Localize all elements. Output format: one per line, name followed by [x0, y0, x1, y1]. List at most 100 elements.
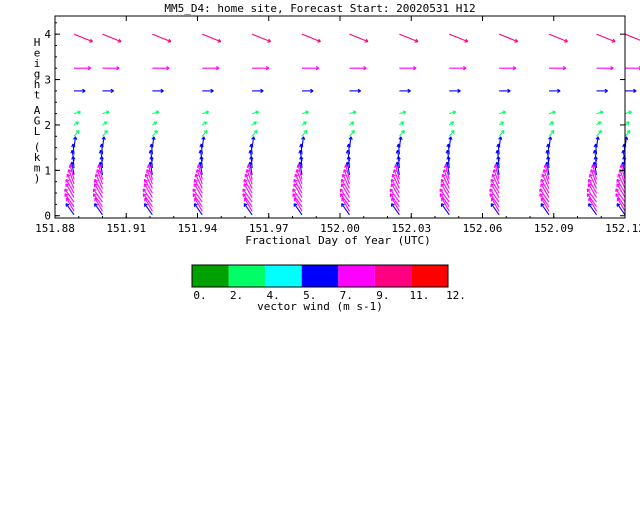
- x-tick-label: 152.12: [605, 222, 640, 235]
- wind-vector: [301, 110, 309, 115]
- wind-vector: [624, 129, 631, 137]
- wind-vector: [243, 197, 253, 212]
- wind-vector: [296, 164, 303, 180]
- wind-vector: [243, 178, 253, 194]
- colorbar-tick-label: 7.: [340, 289, 353, 302]
- wind-vector: [587, 178, 597, 194]
- wind-vector: [489, 193, 500, 207]
- colorbar-tick-label: 12.: [446, 289, 466, 302]
- wind-vector: [549, 66, 567, 71]
- wind-vector: [64, 193, 75, 207]
- wind-vector: [252, 88, 264, 94]
- wind-vector: [243, 183, 253, 198]
- wind-vector: [194, 173, 203, 189]
- wind-vector: [152, 121, 158, 126]
- wind-vector: [596, 66, 614, 71]
- colorbar-tick-label: 11.: [409, 289, 429, 302]
- wind-vector: [198, 161, 203, 175]
- colorbar-segment: [338, 265, 375, 287]
- wind-vector: [292, 193, 303, 207]
- wind-vector: [147, 164, 153, 180]
- wind-vector: [398, 129, 405, 137]
- wind-vector: [596, 88, 608, 94]
- wind-vector: [399, 33, 419, 43]
- wind-vector: [340, 183, 350, 198]
- wind-vector: [74, 66, 92, 71]
- wind-vector: [152, 88, 164, 94]
- wind-vector: [242, 193, 253, 207]
- wind-vector: [591, 164, 598, 180]
- wind-vector: [540, 203, 550, 216]
- y-axis: 0 1 2 3 4: [44, 22, 625, 223]
- wind-vector: [449, 66, 467, 71]
- wind-vector: [102, 88, 114, 94]
- wind-vector: [499, 88, 511, 94]
- wind-vector: [492, 169, 500, 185]
- wind-vector: [441, 173, 450, 189]
- wind-vector: [96, 169, 104, 185]
- wind-vector: [539, 193, 550, 207]
- wind-vector: [399, 121, 405, 126]
- wind-vector: [399, 110, 407, 115]
- wind-vector: [543, 164, 550, 180]
- x-tick-label: 152.03: [391, 222, 431, 235]
- y-axis-label-char: k: [34, 151, 41, 164]
- wind-vector: [92, 193, 103, 207]
- colorbar-tick-label: 4.: [267, 289, 280, 302]
- wind-vector: [102, 66, 120, 71]
- wind-vector: [251, 129, 258, 137]
- wind-vector: [301, 121, 307, 126]
- x-tick-label: 151.94: [178, 222, 218, 235]
- wind-vector: [64, 188, 75, 203]
- wind-vector: [390, 183, 400, 198]
- wind-vector: [498, 33, 519, 43]
- wind-vector: [293, 178, 303, 194]
- wind-vector: [251, 121, 257, 126]
- wind-vector: [143, 178, 153, 194]
- y-tick-label: 3: [44, 74, 51, 87]
- wind-vector: [588, 197, 597, 212]
- plot-frame: [54, 15, 626, 219]
- wind-vector: [294, 173, 303, 189]
- y-axis-label-char: H: [34, 36, 41, 49]
- wind-vector: [549, 88, 561, 94]
- y-axis-label-char: m: [34, 162, 41, 175]
- wind-vector: [498, 121, 504, 126]
- y-tick-label: 0: [44, 210, 51, 223]
- wind-vector: [586, 193, 597, 207]
- wind-vector: [493, 164, 500, 180]
- y-axis-label-char: e: [34, 47, 41, 60]
- wind-vector: [149, 156, 154, 169]
- wind-vector: [624, 121, 630, 126]
- wind-vector: [443, 164, 450, 180]
- wind-vector: [202, 110, 210, 115]
- wind-vector: [542, 169, 550, 185]
- wind-vector: [389, 188, 400, 203]
- wind-vector: [93, 178, 103, 194]
- wind-vector: [344, 164, 351, 180]
- colorbar-tick-label: 0.: [193, 289, 206, 302]
- wind-vector: [490, 203, 500, 216]
- wind-vector: [341, 173, 350, 189]
- wind-vector: [489, 188, 500, 203]
- wind-vector: [151, 129, 158, 137]
- wind-vector: [391, 197, 400, 212]
- wind-vector: [615, 193, 626, 207]
- y-axis-label-char: L: [34, 125, 41, 138]
- wind-vector: [199, 156, 204, 169]
- wind-vector: [192, 188, 203, 203]
- wind-vector: [498, 110, 507, 115]
- wind-vector: [624, 33, 640, 41]
- wind-vector: [546, 156, 551, 169]
- wind-vector: [539, 188, 550, 203]
- colorbar-segment: [301, 265, 339, 287]
- wind-vector: [548, 110, 556, 115]
- wind-vector: [615, 188, 626, 203]
- wind-vector: [490, 197, 500, 212]
- wind-vector: [74, 88, 86, 94]
- x-tick-label: 152.09: [534, 222, 574, 235]
- wind-vector: [442, 169, 450, 185]
- wind-vector: [448, 129, 455, 137]
- wind-vector: [73, 121, 79, 126]
- wind-vector: [68, 164, 75, 180]
